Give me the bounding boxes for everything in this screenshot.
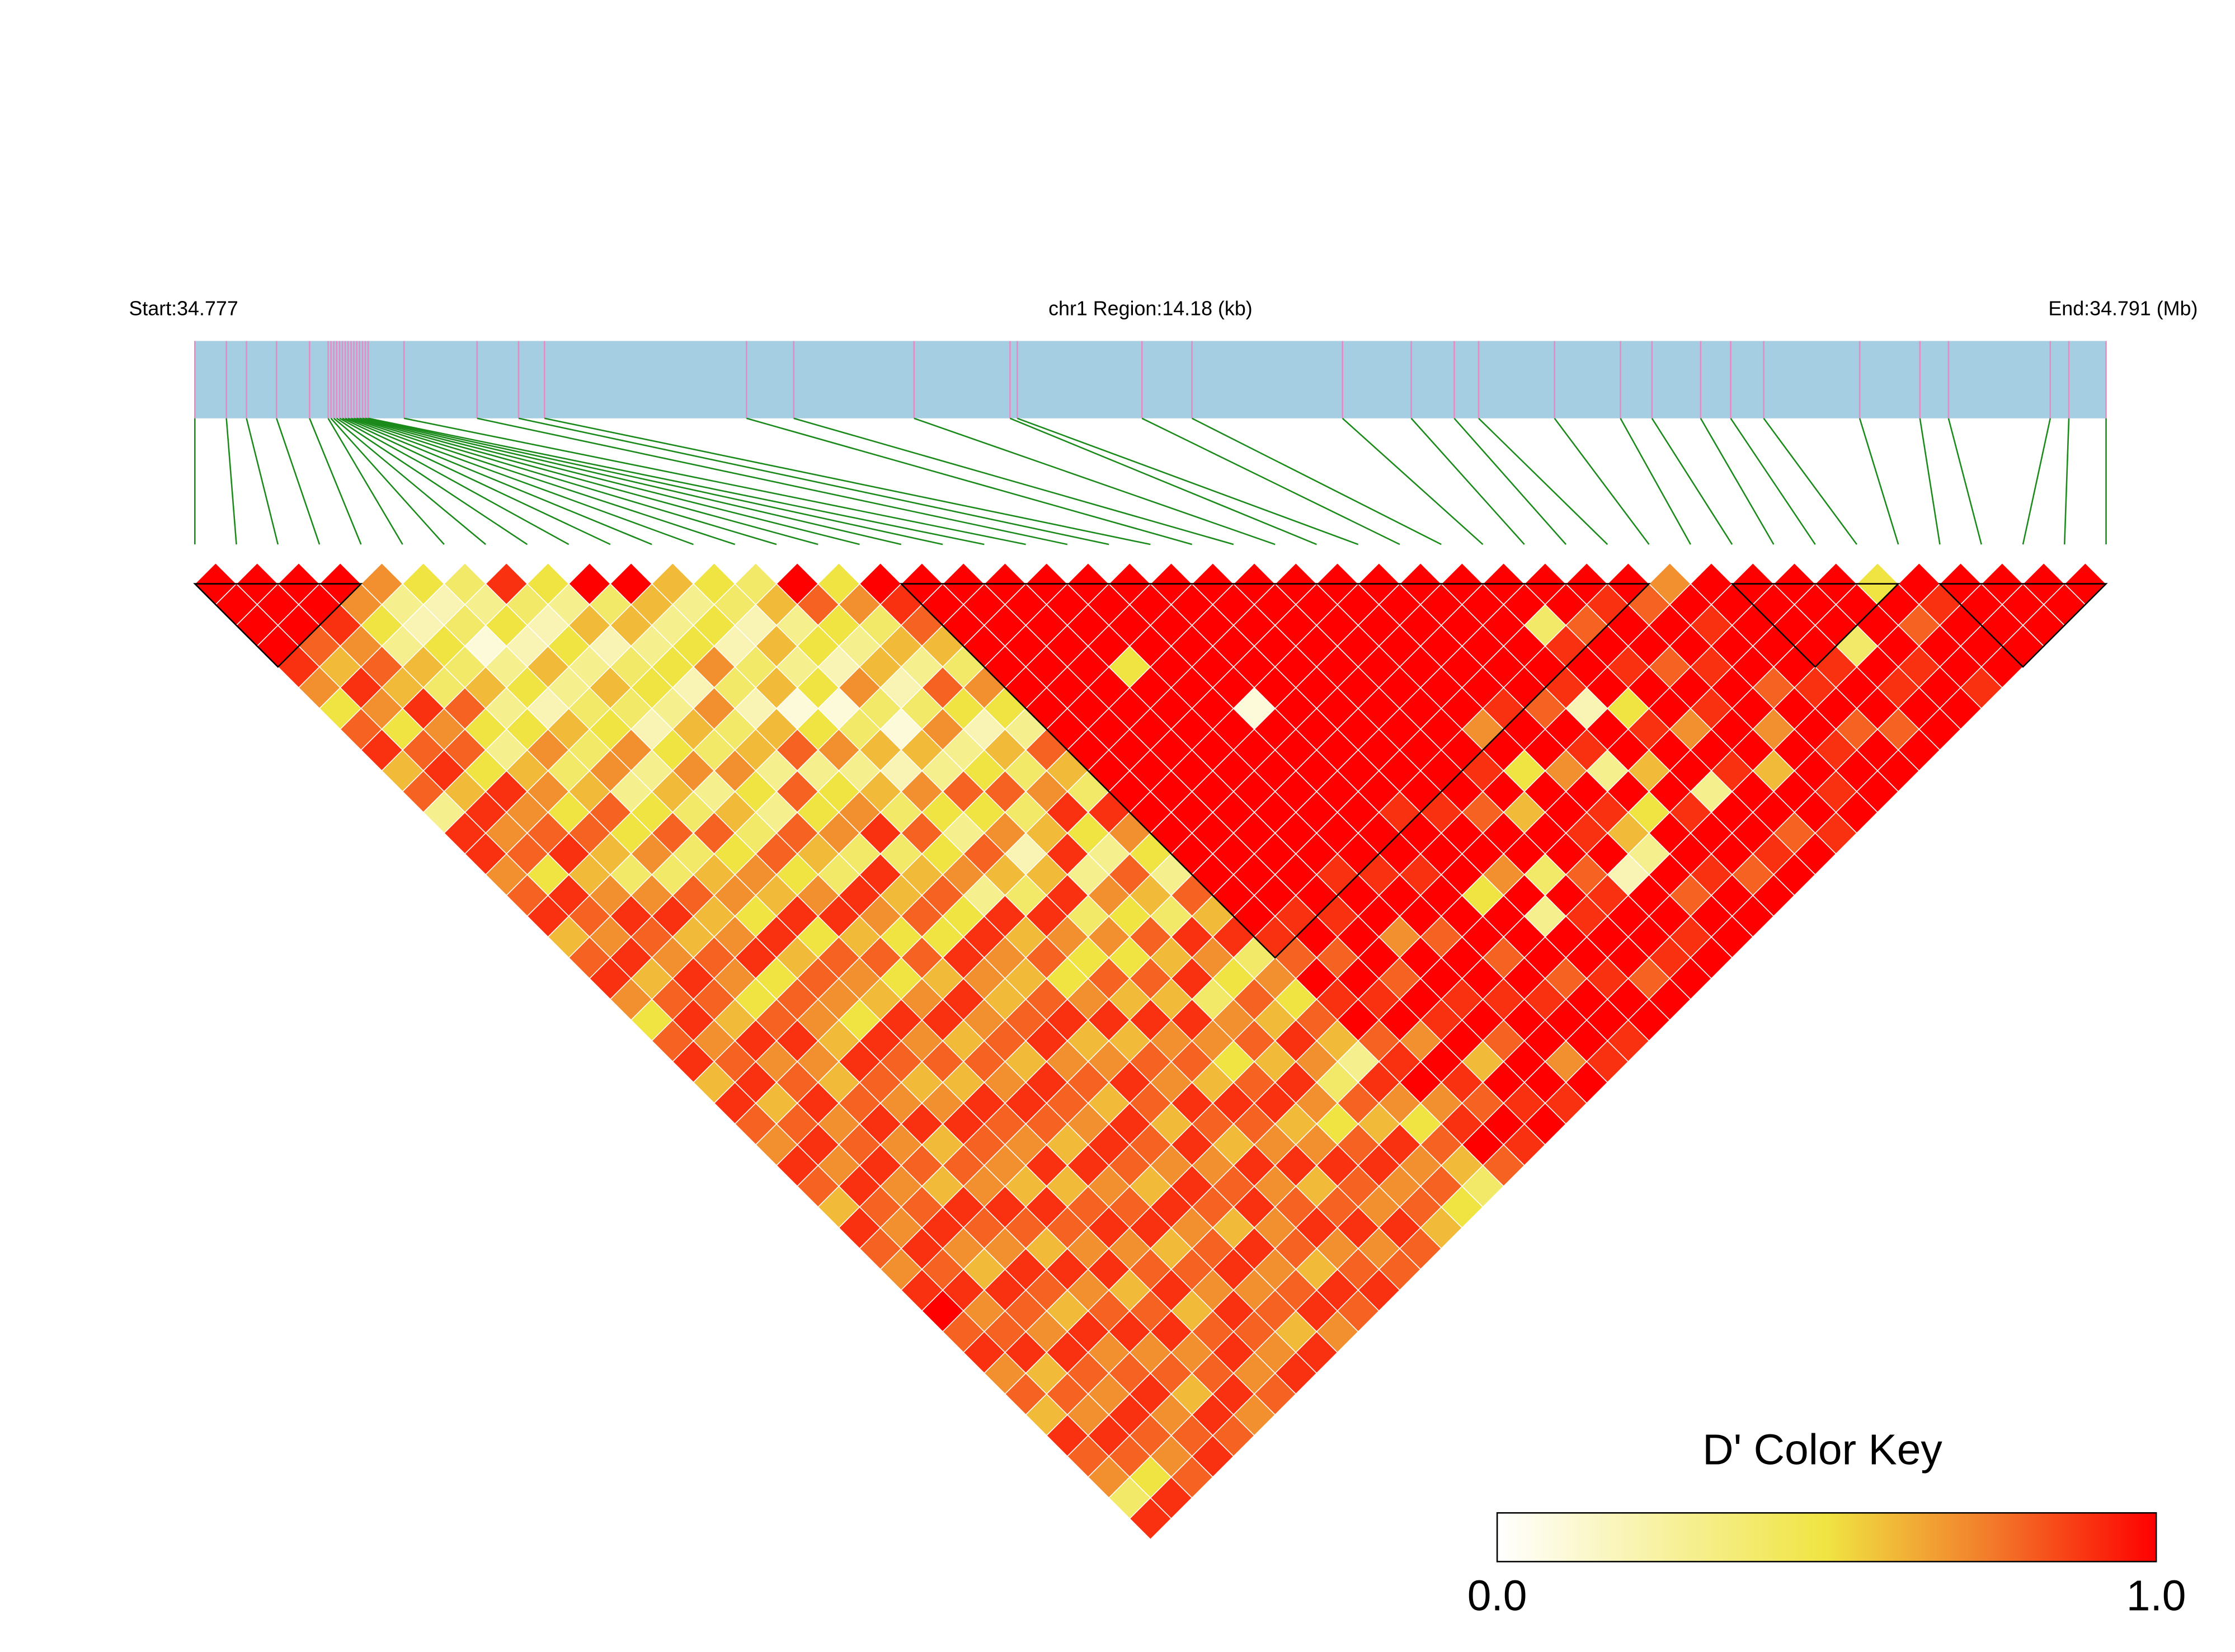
- snp-connector: [333, 417, 486, 545]
- snp-connector: [339, 417, 570, 545]
- snp-connector: [1651, 418, 1733, 545]
- snp-connector: [1009, 417, 1317, 545]
- snp-connector: [309, 418, 362, 545]
- snp-connector: [347, 417, 694, 545]
- snp-connector: [1453, 417, 1567, 545]
- color-key-tick-label: 1.0: [2126, 1571, 2186, 1620]
- region-label: chr1 Region:14.18 (kb): [1048, 297, 1253, 319]
- snp-connector: [518, 417, 1109, 545]
- snp-connector: [354, 417, 777, 545]
- snp-connector: [746, 417, 1193, 545]
- snp-connector: [477, 417, 1068, 545]
- snp-connector: [327, 418, 403, 545]
- snp-connector: [2063, 418, 2070, 545]
- snp-connector: [403, 417, 1026, 545]
- snp-connector: [356, 417, 818, 545]
- haplotype-block: [899, 583, 1651, 959]
- color-key-tick-label: 0.0: [1467, 1571, 1527, 1620]
- snp-connector: [1410, 417, 1525, 545]
- haplotype-block: [193, 583, 363, 668]
- region-map: [195, 341, 2106, 418]
- end-label: End:34.791 (Mb): [2048, 297, 2198, 319]
- snp-connector: [793, 417, 1234, 545]
- snp-connector: [914, 417, 1276, 545]
- snp-connector: [1947, 418, 1982, 545]
- snp-connector: [336, 417, 528, 545]
- snp-connector: [365, 417, 943, 545]
- snp-connector: [368, 417, 985, 545]
- snp-connector: [1763, 418, 1857, 545]
- color-key-bar: [1496, 1512, 2157, 1562]
- snp-connector: [1141, 417, 1400, 545]
- snp-connector: [351, 417, 736, 545]
- snp-connector: [362, 417, 902, 545]
- snp-connector: [276, 418, 321, 545]
- snp-connector: [1620, 418, 1691, 545]
- snp-connector: [1700, 418, 1775, 545]
- snp-connector: [1342, 417, 1484, 545]
- snp-connector: [359, 417, 860, 545]
- legend-title: D' Color Key: [1702, 1425, 1942, 1474]
- haplotype-block: [1938, 583, 2108, 668]
- haplotype-block: [1730, 583, 1900, 668]
- snp-connector: [246, 418, 279, 545]
- snp-connector: [1858, 418, 1899, 545]
- snp-connector: [330, 417, 445, 545]
- snp-connector: [345, 417, 652, 545]
- snp-connector: [1730, 418, 1816, 545]
- snp-connector: [225, 418, 237, 545]
- snp-connector: [2022, 418, 2052, 545]
- snp-connector: [1478, 417, 1608, 545]
- snp-connector: [1192, 417, 1442, 545]
- snp-connector: [1017, 417, 1359, 545]
- snp-connector: [544, 417, 1151, 545]
- snp-connector: [1554, 418, 1650, 545]
- snp-connector: [1919, 418, 1941, 545]
- start-label: Start:34.777: [129, 297, 238, 319]
- snp-connector: [342, 417, 611, 545]
